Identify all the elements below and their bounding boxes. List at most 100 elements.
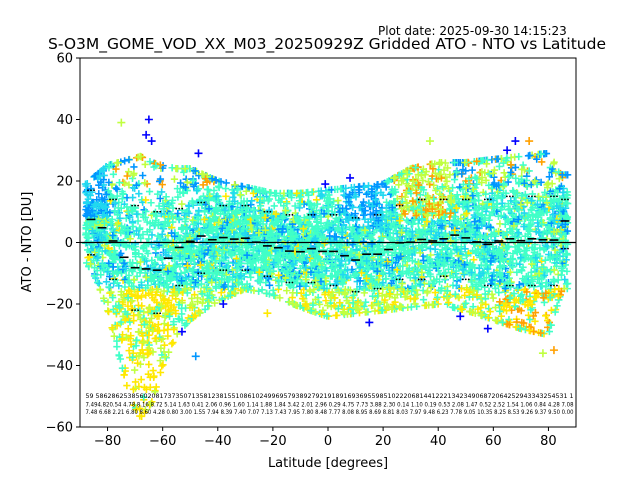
scatter-point [115,351,123,359]
scatter-point [129,194,137,202]
scatter-point [100,294,108,302]
plot-date-label: Plot date: 2025-09-30 14:15:23 [378,24,567,38]
scatter-point [154,190,162,198]
scatter-point [124,325,132,333]
scatter-point [538,264,546,273]
scatter-point [168,164,176,172]
scatter-point [136,412,144,420]
scatter-point [436,270,444,279]
scatter-point [491,303,500,312]
scatter-point [167,301,175,309]
scatter-point [162,354,170,362]
scatter-point [170,175,179,183]
scatter-point [338,257,346,265]
scatter-point [171,307,180,315]
scatter-point [113,343,121,351]
scatter-point [316,300,324,308]
scatter-point [333,311,341,319]
scatter-point [265,275,273,283]
scatter-point [199,192,208,200]
scatter-point [302,291,310,299]
scatter-point [319,306,327,314]
scatter-point [496,307,504,315]
scatter-point [432,186,440,195]
scatter-point [204,186,212,194]
scatter-point [504,178,512,186]
scatter-point [110,332,118,340]
scatter-point [410,295,418,304]
scatter-point [247,273,255,281]
scatter-point [488,290,496,298]
scatter-point [95,279,103,288]
scatter-point [170,325,178,334]
scatter-point [360,211,368,219]
scatter-point [149,367,157,375]
scatter-point [540,298,548,307]
scatter-point [164,284,172,292]
scatter-point [340,309,348,317]
scatter-points-layer [81,149,572,420]
scatter-point [141,160,149,168]
scatter-point [105,308,113,316]
scatter-point [121,157,129,165]
scatter-point [156,194,164,203]
scatter-point [419,286,427,295]
scatter-point [360,302,368,311]
scatter-point [156,368,165,377]
scatter-point [131,366,139,374]
scatter-point [169,338,177,347]
scatter-point [493,155,501,163]
scatter-point [222,184,230,193]
scatter-point [454,195,462,203]
scatter-point [145,187,154,196]
scatter-point [497,312,505,320]
scatter-point [561,275,569,284]
scatter-point [176,179,185,187]
scatter-point [115,179,124,187]
scatter-point [526,315,534,323]
scatter-point [489,294,497,302]
scatter-point [145,360,153,369]
scatter-point [445,298,453,307]
scatter-point [123,381,131,390]
scatter-point [547,306,555,314]
scatter-point [121,283,129,291]
scatter-point [364,182,373,190]
scatter-point [297,278,305,287]
scatter-point [506,268,514,276]
chart-title: S-O3M_GOME_VOD_XX_M03_20250929Z Gridded … [48,35,606,54]
scatter-point [500,169,508,177]
scatter-point [181,268,189,276]
scatter-point [441,173,450,181]
scatter-point [362,190,371,198]
scatter-point [158,188,166,196]
scatter-point [178,200,186,208]
scatter-point [125,156,133,164]
scatter-point [448,192,457,201]
scatter-point [258,286,266,294]
scatter-point [137,293,146,301]
scatter-point [519,161,527,169]
scatter-point [130,163,138,171]
scatter-point [135,190,143,198]
scatter-point [120,371,128,379]
scatter-point [563,251,571,259]
scatter-point [95,190,103,198]
scatter-point [482,176,490,184]
scatter-point [515,153,523,161]
scatter-point [495,162,503,171]
scatter-point [158,362,166,370]
scatter-point [431,288,439,297]
scatter-point [374,300,382,308]
scatter-point [152,383,160,391]
scatter-point [160,326,168,335]
scatter-point [322,297,330,305]
scatter-point [104,298,112,306]
scatter-point [538,257,546,265]
scatter-point [248,197,256,205]
scatter-point [540,263,548,271]
scatter-point [222,192,230,200]
scatter-point [518,267,526,275]
scatter-point [548,180,556,188]
